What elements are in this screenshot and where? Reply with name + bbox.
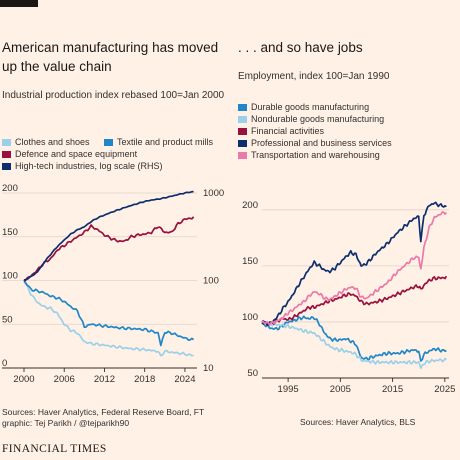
left-chart-title: American manufacturing has moved up the … bbox=[2, 40, 219, 74]
series-line-1-durable bbox=[261, 315, 447, 362]
right-chart-subtitle: Employment, index 100=Jan 1990 bbox=[238, 71, 390, 82]
legend-label-durable: Durable goods manufacturing bbox=[251, 102, 370, 112]
legend-swatch-nondurable bbox=[238, 115, 247, 123]
legend-item-professional: Professional and business services bbox=[238, 137, 392, 149]
y2-tick-label-2: 1000 bbox=[203, 188, 224, 199]
series-line-0-defence bbox=[23, 216, 195, 282]
legend-item-hightech: High-tech industries, log scale (RHS) bbox=[2, 160, 213, 172]
right-chart-title: . . . and so have jobs bbox=[238, 40, 363, 55]
legend-swatch-professional bbox=[238, 139, 247, 147]
legend-label-hightech: High-tech industries, log scale (RHS) bbox=[15, 161, 163, 171]
series-line-0-textile bbox=[23, 279, 195, 347]
y-tick-label-0-2: 100 bbox=[2, 271, 18, 282]
series-line-1-transport bbox=[262, 211, 448, 326]
legend-swatch-textile bbox=[104, 138, 113, 146]
legend-swatch-durable bbox=[238, 103, 247, 111]
series-line-1-financial bbox=[261, 275, 448, 325]
y2-tick-label-1: 100 bbox=[203, 276, 219, 287]
x-tick-label-1-2: 2015 bbox=[382, 384, 403, 395]
legend-item-textile: Textile and product mills bbox=[104, 136, 213, 148]
y-tick-label-1-3: 200 bbox=[242, 200, 258, 211]
series-line-0-clothes bbox=[23, 281, 194, 357]
x-tick-label-0-3: 2018 bbox=[134, 374, 155, 385]
y-tick-label-0-1: 50 bbox=[2, 314, 13, 325]
legend-label-transport: Transportation and warehousing bbox=[251, 150, 380, 160]
x-tick-label-0-2: 2012 bbox=[94, 374, 115, 385]
series-line-1-nondurable bbox=[261, 320, 447, 370]
left-source-note: Sources: Haver Analytics, Federal Reserv… bbox=[2, 407, 205, 428]
y-tick-label-1-1: 100 bbox=[242, 312, 258, 323]
legend-swatch-transport bbox=[238, 151, 247, 159]
legend-item-transport: Transportation and warehousing bbox=[238, 149, 392, 161]
y-tick-label-1-2: 150 bbox=[242, 256, 258, 267]
y2-tick-label-0: 10 bbox=[203, 363, 214, 374]
legend-label-textile: Textile and product mills bbox=[117, 137, 214, 147]
x-tick-label-1-0: 1995 bbox=[278, 384, 299, 395]
legend-item-clothes: Clothes and shoes bbox=[2, 136, 98, 148]
legend-label-professional: Professional and business services bbox=[251, 138, 392, 148]
legend-swatch-financial bbox=[238, 127, 247, 135]
legend-label-nondurable: Nondurable goods manufacturing bbox=[251, 114, 385, 124]
x-tick-label-1-1: 2005 bbox=[330, 384, 351, 395]
y-tick-label-0-0: 0 bbox=[2, 358, 7, 369]
legend-item-durable: Durable goods manufacturing bbox=[238, 101, 392, 113]
legend-label-clothes: Clothes and shoes bbox=[15, 137, 90, 147]
legend-label-financial: Financial activities bbox=[251, 126, 325, 136]
left-chart-subtitle: Industrial production index rebased 100=… bbox=[2, 90, 225, 101]
left-legend: Clothes and shoes Textile and product mi… bbox=[2, 136, 213, 172]
series-line-0-hightech bbox=[23, 190, 194, 281]
legend-swatch-defence bbox=[2, 150, 11, 158]
brand-bar bbox=[0, 0, 38, 7]
legend-item-nondurable: Nondurable goods manufacturing bbox=[238, 113, 392, 125]
right-legend: Durable goods manufacturing Nondurable g… bbox=[238, 101, 392, 161]
x-tick-label-0-1: 2006 bbox=[54, 374, 75, 385]
x-tick-label-0-4: 2024 bbox=[174, 374, 195, 385]
right-source-note: Sources: Haver Analytics, BLS bbox=[300, 417, 416, 427]
y-tick-label-1-0: 50 bbox=[247, 368, 258, 379]
legend-item-financial: Financial activities bbox=[238, 125, 392, 137]
x-tick-label-0-0: 2000 bbox=[13, 374, 34, 385]
y-tick-label-0-3: 150 bbox=[2, 227, 18, 238]
legend-row-1: Clothes and shoes Textile and product mi… bbox=[2, 136, 213, 148]
legend-swatch-hightech bbox=[2, 162, 11, 170]
legend-label-defence: Defence and space equipment bbox=[15, 149, 138, 159]
legend-swatch-clothes bbox=[2, 138, 11, 146]
legend-item-defence: Defence and space equipment bbox=[2, 148, 213, 160]
series-line-1-professional bbox=[261, 201, 447, 327]
y-tick-label-0-4: 200 bbox=[2, 183, 18, 194]
brand-wordmark: FINANCIAL TIMES bbox=[2, 443, 107, 455]
x-tick-label-1-3: 2025 bbox=[434, 384, 455, 395]
